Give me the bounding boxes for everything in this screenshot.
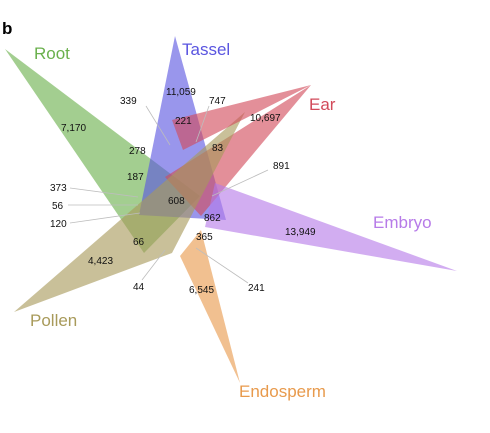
count-44: 44 — [133, 282, 145, 293]
set-ear-shape-upper — [172, 85, 311, 150]
leader-line — [145, 105, 171, 146]
count-pollen-only: 4,423 — [88, 256, 113, 267]
count-747: 747 — [209, 96, 226, 107]
set-label-root: Root — [34, 44, 70, 63]
set-pollen-shape — [14, 112, 245, 312]
set-label-embryo: Embryo — [373, 213, 432, 232]
leader-line — [141, 249, 166, 281]
count-120: 120 — [50, 219, 67, 230]
count-278: 278 — [129, 146, 146, 157]
count-608: 608 — [168, 196, 185, 207]
panel-letter: b — [2, 19, 12, 38]
count-221: 221 — [175, 116, 192, 127]
count-187: 187 — [127, 172, 144, 183]
count-891: 891 — [273, 161, 290, 172]
set-label-ear: Ear — [309, 95, 336, 114]
count-862: 862 — [204, 213, 221, 224]
set-label-pollen: Pollen — [30, 311, 77, 330]
count-339: 339 — [120, 96, 137, 107]
leader-line — [69, 187, 139, 198]
count-56: 56 — [52, 201, 64, 212]
leader-line — [195, 247, 249, 284]
count-ear-only: 10,697 — [250, 113, 281, 124]
count-83: 83 — [212, 143, 224, 154]
set-embryo-shape — [205, 183, 457, 271]
set-label-endosperm: Endosperm — [239, 382, 326, 401]
leader-line — [69, 212, 141, 224]
leader-line — [211, 169, 269, 197]
count-endosperm-only: 6,545 — [189, 285, 214, 296]
count-tassel-only: 11,059 — [166, 87, 196, 98]
count-root-only: 7,170 — [61, 123, 86, 134]
count-66: 66 — [133, 237, 145, 248]
count-241: 241 — [248, 283, 265, 294]
set-endosperm-shape — [180, 230, 240, 383]
count-365: 365 — [196, 232, 213, 243]
leader-line — [195, 105, 210, 143]
count-373: 373 — [50, 183, 67, 194]
count-embryo-only: 13,949 — [285, 227, 316, 238]
set-label-tassel: Tassel — [182, 40, 230, 59]
